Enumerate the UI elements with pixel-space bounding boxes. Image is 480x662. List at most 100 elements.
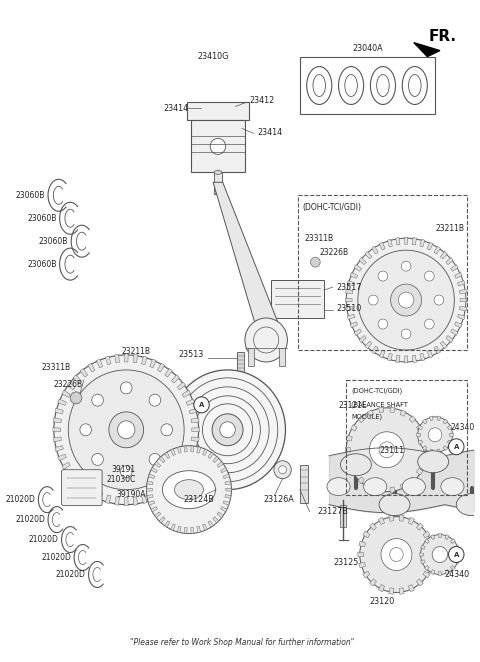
Text: 23121E: 23121E bbox=[339, 401, 367, 410]
Polygon shape bbox=[430, 416, 433, 420]
Polygon shape bbox=[418, 440, 422, 444]
Polygon shape bbox=[367, 483, 373, 490]
Text: 23510: 23510 bbox=[336, 304, 362, 312]
Text: 23111: 23111 bbox=[379, 446, 404, 455]
Polygon shape bbox=[67, 469, 75, 477]
Circle shape bbox=[279, 465, 287, 474]
Polygon shape bbox=[182, 390, 191, 397]
Polygon shape bbox=[217, 461, 223, 467]
Bar bbox=[191, 120, 245, 172]
Polygon shape bbox=[151, 506, 157, 512]
Polygon shape bbox=[359, 562, 366, 568]
Polygon shape bbox=[378, 517, 384, 524]
Polygon shape bbox=[346, 307, 353, 310]
Polygon shape bbox=[387, 239, 392, 247]
Polygon shape bbox=[208, 452, 213, 459]
Text: 23060B: 23060B bbox=[27, 260, 57, 269]
Polygon shape bbox=[440, 252, 447, 259]
Ellipse shape bbox=[214, 190, 222, 194]
Text: 23060B: 23060B bbox=[16, 191, 45, 200]
Ellipse shape bbox=[379, 494, 410, 516]
Text: A: A bbox=[454, 551, 459, 557]
Ellipse shape bbox=[327, 478, 350, 496]
Polygon shape bbox=[417, 424, 423, 431]
Text: 24340: 24340 bbox=[451, 423, 475, 432]
Polygon shape bbox=[148, 474, 155, 479]
Polygon shape bbox=[171, 477, 180, 485]
Text: 23120: 23120 bbox=[369, 597, 395, 606]
Polygon shape bbox=[346, 289, 353, 294]
Polygon shape bbox=[115, 496, 120, 505]
Polygon shape bbox=[165, 452, 170, 459]
Polygon shape bbox=[348, 314, 355, 320]
Polygon shape bbox=[417, 523, 423, 530]
Polygon shape bbox=[191, 418, 199, 423]
Polygon shape bbox=[451, 565, 456, 571]
Polygon shape bbox=[213, 517, 219, 523]
Polygon shape bbox=[379, 487, 384, 493]
Circle shape bbox=[245, 318, 288, 362]
Polygon shape bbox=[191, 446, 194, 452]
Polygon shape bbox=[225, 481, 231, 485]
Polygon shape bbox=[221, 467, 227, 473]
Text: 23414: 23414 bbox=[164, 104, 189, 113]
Polygon shape bbox=[451, 265, 458, 271]
Bar bbox=[248, 348, 253, 366]
Text: A: A bbox=[199, 402, 204, 408]
Polygon shape bbox=[434, 346, 441, 354]
Polygon shape bbox=[350, 322, 358, 328]
Polygon shape bbox=[53, 418, 61, 423]
Polygon shape bbox=[409, 416, 416, 422]
Polygon shape bbox=[422, 446, 427, 451]
Text: 21020D: 21020D bbox=[41, 553, 71, 562]
Polygon shape bbox=[438, 571, 442, 575]
Polygon shape bbox=[184, 446, 187, 452]
Polygon shape bbox=[189, 446, 198, 451]
Polygon shape bbox=[422, 419, 427, 424]
Polygon shape bbox=[414, 42, 440, 56]
Circle shape bbox=[434, 295, 444, 305]
Polygon shape bbox=[363, 571, 370, 578]
Polygon shape bbox=[62, 462, 70, 469]
Text: 23126A: 23126A bbox=[264, 495, 294, 504]
Text: 23124B: 23124B bbox=[183, 495, 214, 504]
Text: 39191: 39191 bbox=[112, 465, 136, 474]
Polygon shape bbox=[58, 399, 66, 405]
Ellipse shape bbox=[456, 494, 480, 516]
Circle shape bbox=[432, 547, 447, 563]
Polygon shape bbox=[379, 350, 385, 358]
Polygon shape bbox=[358, 477, 364, 484]
Polygon shape bbox=[430, 449, 433, 453]
Circle shape bbox=[420, 535, 459, 575]
Text: 23125: 23125 bbox=[334, 557, 359, 567]
Polygon shape bbox=[155, 512, 161, 518]
Circle shape bbox=[161, 424, 172, 436]
Polygon shape bbox=[440, 341, 447, 349]
Text: 23513: 23513 bbox=[178, 350, 204, 359]
Circle shape bbox=[210, 138, 226, 154]
Polygon shape bbox=[171, 375, 180, 383]
Polygon shape bbox=[389, 588, 394, 594]
Polygon shape bbox=[177, 469, 186, 477]
Text: 23517: 23517 bbox=[336, 283, 362, 291]
Polygon shape bbox=[191, 528, 194, 534]
Polygon shape bbox=[400, 410, 406, 416]
Ellipse shape bbox=[402, 478, 425, 496]
Polygon shape bbox=[434, 246, 441, 254]
Polygon shape bbox=[226, 488, 231, 491]
FancyBboxPatch shape bbox=[61, 470, 102, 506]
Polygon shape bbox=[350, 272, 358, 278]
Circle shape bbox=[220, 422, 235, 438]
Polygon shape bbox=[359, 336, 366, 342]
Polygon shape bbox=[443, 419, 448, 424]
Text: 23211B: 23211B bbox=[121, 348, 150, 356]
Text: 21020D: 21020D bbox=[56, 570, 86, 579]
Polygon shape bbox=[420, 354, 425, 361]
Polygon shape bbox=[347, 458, 352, 464]
Circle shape bbox=[346, 408, 427, 492]
Polygon shape bbox=[421, 458, 427, 464]
Polygon shape bbox=[427, 541, 434, 547]
Polygon shape bbox=[443, 446, 448, 451]
Polygon shape bbox=[412, 238, 417, 245]
Bar bbox=[300, 465, 308, 502]
